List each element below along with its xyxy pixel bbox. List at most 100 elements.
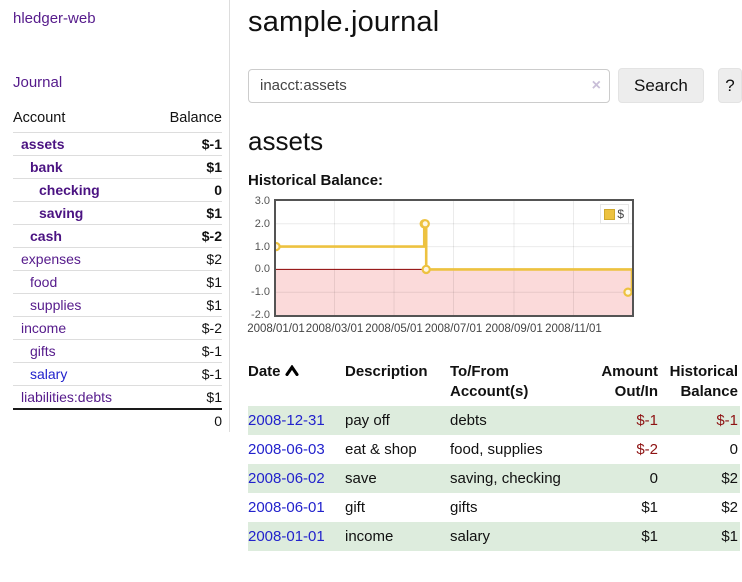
search-input[interactable]	[248, 68, 610, 103]
account-row: supplies $1	[13, 293, 222, 317]
transaction-amount: 0	[572, 464, 660, 493]
x-axis-tick-label: 2008/05/01	[365, 323, 423, 335]
account-link[interactable]: assets	[21, 136, 65, 152]
register-header-date[interactable]: Date	[248, 360, 345, 406]
y-axis-tick-label: 3.0	[254, 195, 270, 207]
transaction-description: gift	[345, 499, 366, 516]
account-link[interactable]: supplies	[30, 297, 82, 313]
transaction-date-link[interactable]: 2008-01-01	[248, 528, 325, 545]
transaction-description: income	[345, 522, 450, 551]
transaction-balance: $2	[660, 464, 740, 493]
transaction-accounts: salary	[450, 522, 572, 551]
accounts-header-account: Account	[13, 110, 66, 126]
account-row: assets $-1	[13, 132, 222, 156]
account-row: gifts $-1	[13, 339, 222, 363]
x-axis-tick-label: 2008/09/01	[485, 323, 543, 335]
account-balance: $-1	[149, 132, 222, 156]
transaction-date-link[interactable]: 2008-06-02	[248, 470, 325, 487]
sidebar-item-journal[interactable]: Journal	[13, 74, 63, 91]
help-button[interactable]: ?	[717, 68, 742, 103]
transaction-accounts: food, supplies	[450, 441, 543, 458]
legend-swatch-icon	[604, 208, 616, 220]
transaction-accounts: saving, checking	[450, 464, 572, 493]
transaction-date-link[interactable]: 2008-12-31	[248, 412, 325, 429]
account-link[interactable]: bank	[30, 159, 63, 175]
transaction-balance: $-1	[660, 406, 740, 435]
register-header-amount: Amount Out/In	[601, 363, 658, 400]
main-content: sample.journal × Search ? assets Histori…	[247, 0, 742, 582]
accounts-total-value: 0	[149, 408, 222, 432]
transaction-description: save	[345, 464, 450, 493]
transaction-accounts: debts	[450, 406, 572, 435]
account-link[interactable]: gifts	[30, 343, 56, 359]
account-link[interactable]: food	[30, 274, 58, 290]
chart-canvas	[276, 201, 632, 315]
account-row: food $1	[13, 270, 222, 294]
account-balance: $-1	[149, 339, 222, 363]
account-link[interactable]: cash	[30, 228, 62, 244]
account-balance: $-1	[149, 362, 222, 386]
y-axis-tick-label: -2.0	[251, 309, 270, 321]
account-balance: $2	[149, 247, 222, 271]
sort-ascending-icon	[284, 362, 299, 382]
transaction-amount: $1	[572, 522, 660, 551]
transaction-date-link[interactable]: 2008-06-03	[248, 441, 325, 458]
x-axis-tick-label: 2008/11/01	[545, 323, 602, 335]
register-header-description: Description	[345, 363, 428, 380]
account-balance: $-2	[149, 316, 222, 340]
chart-legend: $	[600, 204, 629, 224]
account-link[interactable]: salary	[30, 366, 68, 382]
transaction-balance: $2	[721, 499, 738, 516]
account-link[interactable]: income	[21, 320, 67, 336]
account-link[interactable]: checking	[39, 182, 100, 198]
y-axis-tick-label: 0.0	[254, 263, 270, 276]
register-header-accounts: To/From Account(s)	[450, 363, 529, 400]
register-row: 2008-06-01 gift gifts $1 $2	[248, 493, 740, 522]
historical-balance-chart: $ 3.0 2.0 1.0 0.0 -1.0 -2.0 2008/01/01 2008/03/…	[247, 195, 742, 341]
clear-search-icon[interactable]: ×	[591, 76, 601, 94]
y-axis-tick-label: 2.0	[254, 217, 270, 230]
transaction-amount: $1	[641, 499, 658, 516]
app-brand-link[interactable]: hledger-web	[13, 10, 96, 27]
transaction-accounts: gifts	[450, 499, 478, 516]
transaction-balance: $1	[660, 522, 740, 551]
y-axis-tick-label: -1.0	[251, 286, 270, 299]
account-row: liabilities:debts $1	[13, 385, 222, 409]
accounts-table: Account Balance assets $-1 bank $1 checking 0…	[13, 108, 222, 432]
search-button[interactable]: Search	[618, 68, 704, 103]
search-form: × Search ?	[248, 68, 742, 103]
transaction-amount: $-2	[636, 441, 658, 458]
account-link[interactable]: liabilities:debts	[21, 389, 113, 405]
account-balance: $1	[149, 270, 222, 294]
transaction-description: pay off	[345, 406, 450, 435]
account-link[interactable]: saving	[39, 205, 84, 221]
account-link[interactable]: expenses	[21, 251, 81, 267]
transaction-amount: $-1	[572, 406, 660, 435]
page-title: sample.journal	[248, 6, 440, 38]
account-balance: $1	[149, 155, 222, 179]
x-axis-tick-label: 2008/03/01	[305, 323, 364, 335]
chart-plot-area[interactable]: $	[274, 199, 634, 317]
transaction-balance: 0	[729, 441, 738, 458]
account-balance: $-2	[149, 224, 222, 248]
account-heading: assets	[248, 126, 324, 156]
accounts-total-row: 0	[13, 408, 222, 432]
x-axis-tick-label: 2008/01/01	[247, 323, 305, 335]
register-table: Date Description To/From Account(s) Amou…	[248, 360, 740, 551]
account-balance: $1	[149, 293, 222, 317]
y-axis-tick-label: 1.0	[254, 240, 270, 253]
sidebar: hledger-web Journal Account Balance asse…	[0, 0, 230, 432]
account-row: income $-2	[13, 316, 222, 340]
chart-title: Historical Balance:	[248, 172, 384, 189]
account-row: saving $1	[13, 201, 222, 225]
register-row: 2008-06-03 eat & shop food, supplies $-2 0	[248, 435, 740, 464]
account-row: expenses $2	[13, 247, 222, 271]
x-axis-tick-label: 2008/07/01	[424, 323, 483, 335]
transaction-date-link[interactable]: 2008-06-01	[248, 499, 325, 516]
legend-label: $	[617, 207, 624, 221]
account-row: checking 0	[13, 178, 222, 202]
account-row: bank $1	[13, 155, 222, 179]
account-balance: $1	[149, 385, 222, 409]
account-row: cash $-2	[13, 224, 222, 248]
account-row: salary $-1	[13, 362, 222, 386]
